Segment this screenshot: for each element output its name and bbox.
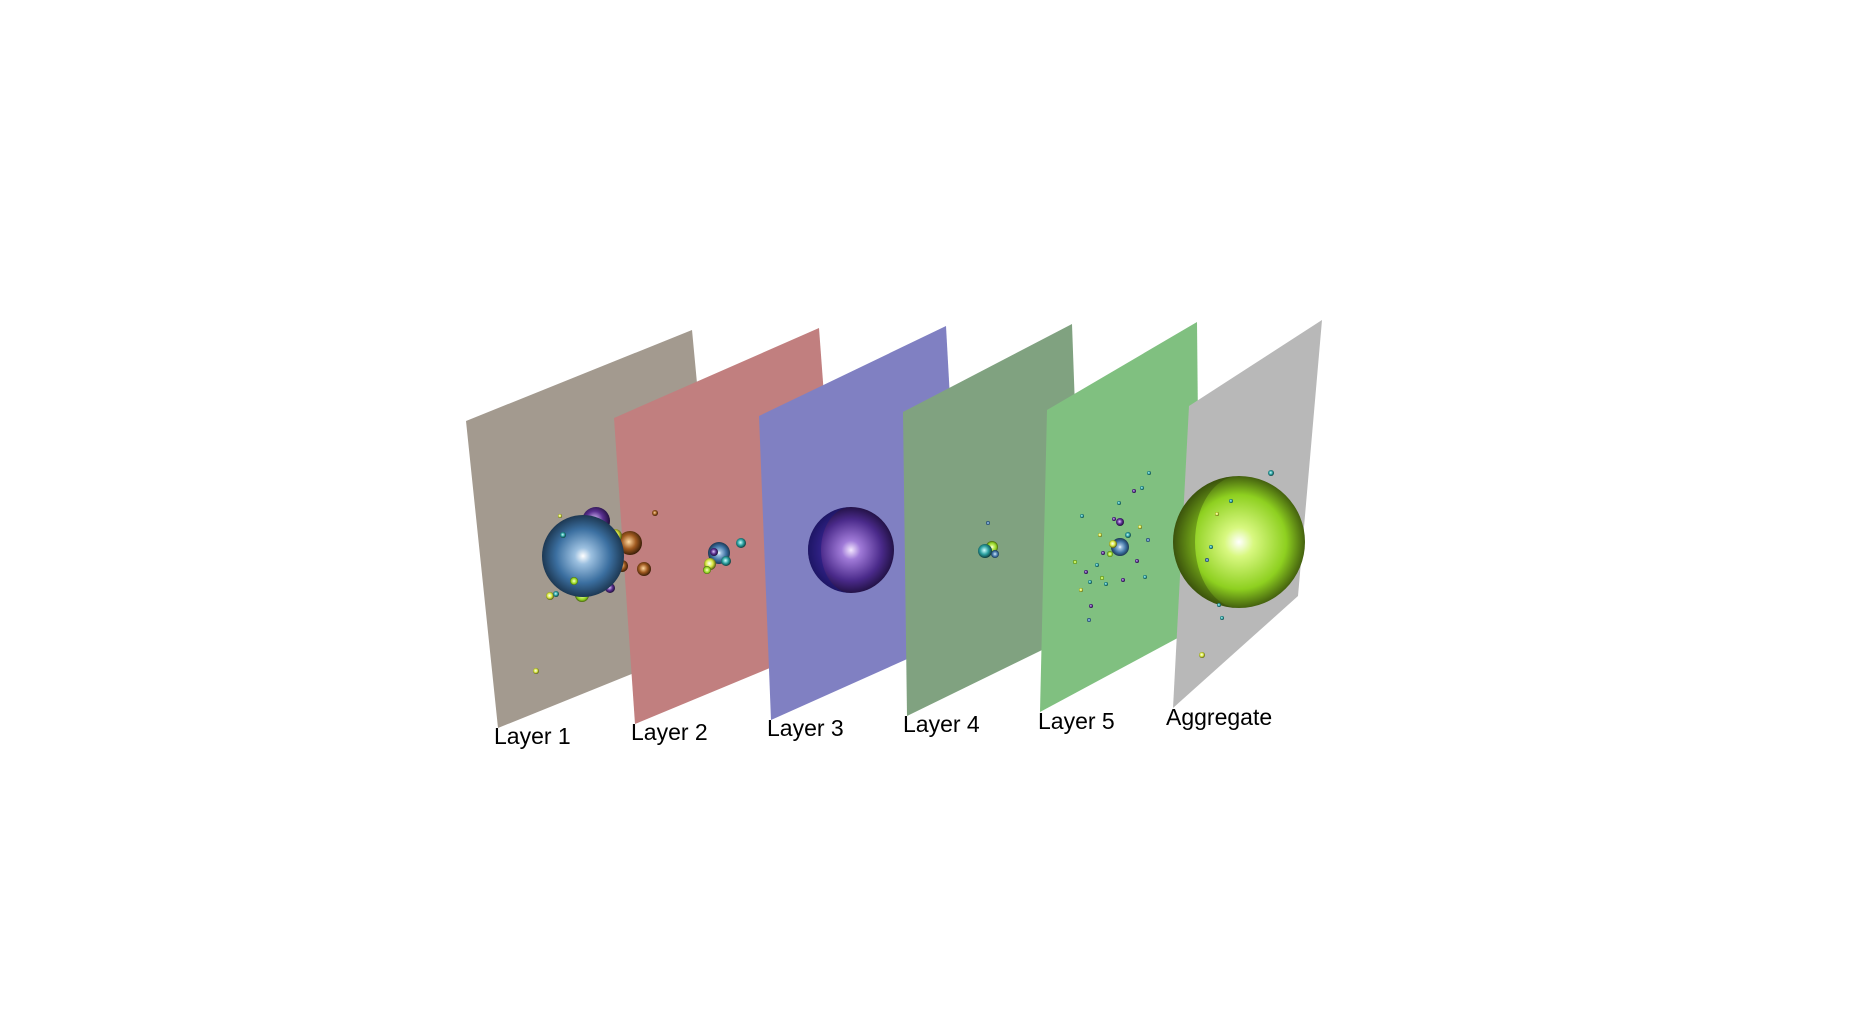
node — [1143, 575, 1147, 579]
node — [736, 538, 746, 548]
node — [542, 515, 624, 597]
node — [1112, 517, 1116, 521]
node — [1101, 551, 1105, 555]
node — [1125, 532, 1131, 538]
node — [1107, 551, 1113, 557]
node — [652, 510, 658, 516]
node — [637, 562, 651, 576]
node — [1089, 604, 1093, 608]
node — [1088, 580, 1092, 584]
node — [553, 591, 559, 597]
node — [1100, 576, 1104, 580]
node — [1147, 471, 1151, 475]
node — [1146, 538, 1150, 542]
node — [1079, 588, 1083, 592]
node — [1087, 618, 1091, 622]
node — [1209, 545, 1213, 549]
node — [991, 550, 999, 558]
label-layer-4: Layer 4 — [903, 711, 980, 737]
node — [1205, 558, 1209, 562]
node — [1217, 603, 1221, 607]
node — [1140, 486, 1144, 490]
node — [1116, 518, 1124, 526]
label-layer-1: Layer 1 — [494, 723, 571, 749]
layer-4-nodes — [978, 521, 999, 558]
node — [1215, 512, 1219, 516]
node — [1268, 470, 1274, 476]
node — [986, 521, 990, 525]
layer-1-nodes — [533, 507, 658, 674]
node — [1121, 578, 1125, 582]
node-shadow — [1173, 476, 1239, 608]
node — [703, 566, 711, 574]
node — [1073, 560, 1077, 564]
node — [710, 548, 718, 556]
node — [618, 531, 642, 555]
node — [560, 532, 566, 538]
node — [721, 556, 731, 566]
node — [1138, 525, 1142, 529]
node — [1135, 559, 1139, 563]
panel-layer-5 — [1040, 322, 1200, 712]
label-layer-3: Layer 3 — [767, 715, 844, 741]
node-shadow — [808, 507, 851, 593]
panel-layer-4 — [903, 324, 1083, 716]
node — [1098, 533, 1102, 537]
node — [1132, 489, 1136, 493]
node — [1199, 652, 1205, 658]
label-layer-2: Layer 2 — [631, 719, 708, 745]
node — [1109, 540, 1117, 548]
node — [1104, 582, 1108, 586]
aggregate-nodes — [1173, 470, 1305, 658]
node — [558, 514, 562, 518]
node — [570, 577, 578, 585]
node — [1084, 570, 1088, 574]
node — [978, 544, 992, 558]
node — [1117, 501, 1121, 505]
label-aggregate: Aggregate — [1166, 704, 1272, 730]
layer-2-nodes — [703, 538, 746, 574]
node — [808, 507, 894, 593]
node — [546, 592, 554, 600]
layer-3-nodes — [808, 507, 894, 593]
node — [1080, 514, 1084, 518]
node — [1173, 476, 1305, 608]
node — [533, 668, 539, 674]
node — [1220, 616, 1224, 620]
label-layer-5: Layer 5 — [1038, 708, 1115, 734]
node — [1229, 499, 1233, 503]
node — [1095, 563, 1099, 567]
layer-5-nodes — [1073, 471, 1151, 622]
